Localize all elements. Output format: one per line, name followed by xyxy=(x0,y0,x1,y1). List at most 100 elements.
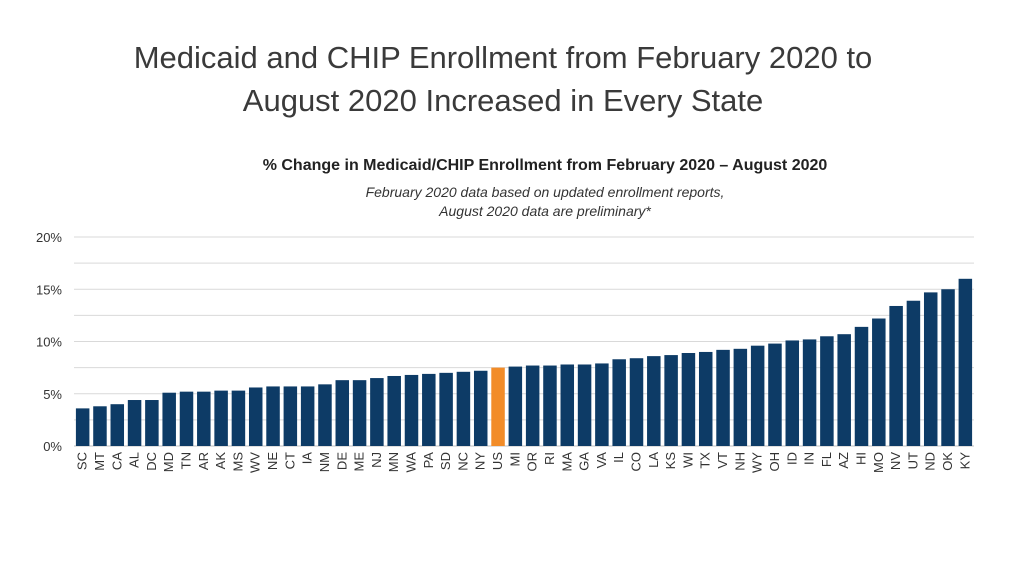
x-tick-label: CO xyxy=(629,452,644,472)
bar-ms xyxy=(231,390,246,446)
bar-in xyxy=(802,339,817,446)
x-tick-label: AR xyxy=(196,452,211,470)
bar-co xyxy=(629,358,644,446)
bar-mi xyxy=(508,366,523,446)
x-tick-label: NJ xyxy=(369,452,384,468)
bar-ok xyxy=(941,289,955,446)
x-tick-label: SC xyxy=(75,452,90,470)
x-tick-label: CT xyxy=(282,452,297,469)
bar-ca xyxy=(110,404,125,446)
x-tick-label: US xyxy=(490,452,505,470)
x-tick-label: UT xyxy=(905,452,920,469)
y-axis-ticks: 0% 5% 10% 15% 20% xyxy=(36,230,62,454)
bars xyxy=(75,278,973,446)
x-tick-label: GA xyxy=(577,452,592,471)
x-tick-label: IA xyxy=(300,452,315,465)
bar-id xyxy=(785,340,800,446)
x-tick-label: TX xyxy=(698,452,713,469)
bar-ar xyxy=(197,391,211,446)
x-tick-label: PA xyxy=(421,452,436,469)
bar-ky xyxy=(958,278,973,446)
x-tick-label: HI xyxy=(854,452,869,465)
x-tick-label: MN xyxy=(386,452,401,472)
x-tick-label: AK xyxy=(213,452,228,470)
x-tick-label: MI xyxy=(507,452,522,466)
bar-me xyxy=(352,380,367,446)
x-tick-label: MD xyxy=(161,452,176,472)
x-tick-label: AL xyxy=(127,452,142,468)
x-tick-label: WI xyxy=(680,452,695,468)
bar-pa xyxy=(422,373,436,446)
bar-wa xyxy=(404,374,419,446)
bar-la xyxy=(647,356,661,446)
bar-md xyxy=(162,392,176,446)
bar-sd xyxy=(439,372,453,446)
bar-nj xyxy=(370,378,384,446)
y-tick-label: 0% xyxy=(43,439,62,454)
x-tick-label: TN xyxy=(179,452,194,469)
chart-title: % Change in Medicaid/CHIP Enrollment fro… xyxy=(262,157,828,174)
x-tick-label: KS xyxy=(663,452,678,470)
bar-mo xyxy=(872,318,886,446)
x-tick-label: AZ xyxy=(836,452,851,469)
x-tick-label: VT xyxy=(715,452,730,469)
x-tick-label: MS xyxy=(230,452,245,472)
bar-il xyxy=(612,359,626,446)
x-tick-label: NV xyxy=(888,452,903,470)
x-tick-label: ND xyxy=(923,452,938,471)
x-tick-label: VA xyxy=(594,452,609,469)
bar-nm xyxy=(318,384,332,446)
bar-ne xyxy=(266,386,280,446)
slide-title-line-2: August 2020 Increased in Every State xyxy=(242,83,764,118)
bar-tn xyxy=(179,391,194,446)
x-axis-ticks: SC MT CA AL DC MD TN AR AK MS WV NE CT IA NM DE ME NJ MN WA… xyxy=(75,452,973,473)
y-tick-label: 10% xyxy=(36,335,62,350)
x-tick-label: NC xyxy=(455,452,470,471)
x-tick-label: NH xyxy=(732,452,747,471)
bar-nd xyxy=(923,292,938,446)
bar-ct xyxy=(283,386,298,446)
x-tick-label: WV xyxy=(248,452,263,473)
chart-subtitle-line-1: February 2020 data based on updated enro… xyxy=(365,184,725,200)
x-tick-label: SD xyxy=(438,452,453,470)
bar-or xyxy=(525,365,540,446)
x-tick-label: FL xyxy=(819,452,834,467)
x-tick-label: ME xyxy=(352,452,367,472)
x-tick-label: WY xyxy=(750,452,765,473)
bar-nh xyxy=(733,348,748,446)
bar-wv xyxy=(248,387,263,446)
x-tick-label: IN xyxy=(802,452,817,465)
y-tick-label: 5% xyxy=(43,387,62,402)
bar-sc xyxy=(75,408,90,446)
bar-us xyxy=(491,367,505,446)
x-tick-label: OK xyxy=(940,452,955,471)
bar-oh xyxy=(768,343,782,446)
bar-wy xyxy=(750,345,765,446)
x-tick-label: IL xyxy=(611,452,626,463)
bar-ak xyxy=(214,390,228,446)
bar-ga xyxy=(577,364,592,446)
x-tick-label: MT xyxy=(92,452,107,471)
chart-subtitle: February 2020 data based on updated enro… xyxy=(170,183,920,221)
y-tick-label: 20% xyxy=(36,230,62,245)
x-tick-label: RI xyxy=(542,452,557,465)
x-tick-label: NM xyxy=(317,452,332,472)
bar-vt xyxy=(716,349,730,446)
bar-ia xyxy=(300,386,315,446)
y-tick-label: 15% xyxy=(36,282,62,297)
bar-nv xyxy=(889,305,903,446)
bar-ks xyxy=(664,355,678,446)
slide-title-line-1: Medicaid and CHIP Enrollment from Februa… xyxy=(133,40,873,75)
x-tick-label: CA xyxy=(109,452,124,470)
x-tick-label: OR xyxy=(525,452,540,472)
chart-subtitle-line-2: August 2020 data are preliminary* xyxy=(439,203,651,219)
x-tick-label: OH xyxy=(767,452,782,472)
x-tick-label: MA xyxy=(559,452,574,472)
bar-wi xyxy=(681,352,696,446)
bar-fl xyxy=(820,336,834,446)
bar-ny xyxy=(473,370,488,446)
bar-ri xyxy=(543,365,557,446)
x-tick-label: NY xyxy=(473,452,488,470)
slide-title: Medicaid and CHIP Enrollment from Februa… xyxy=(0,36,1006,122)
